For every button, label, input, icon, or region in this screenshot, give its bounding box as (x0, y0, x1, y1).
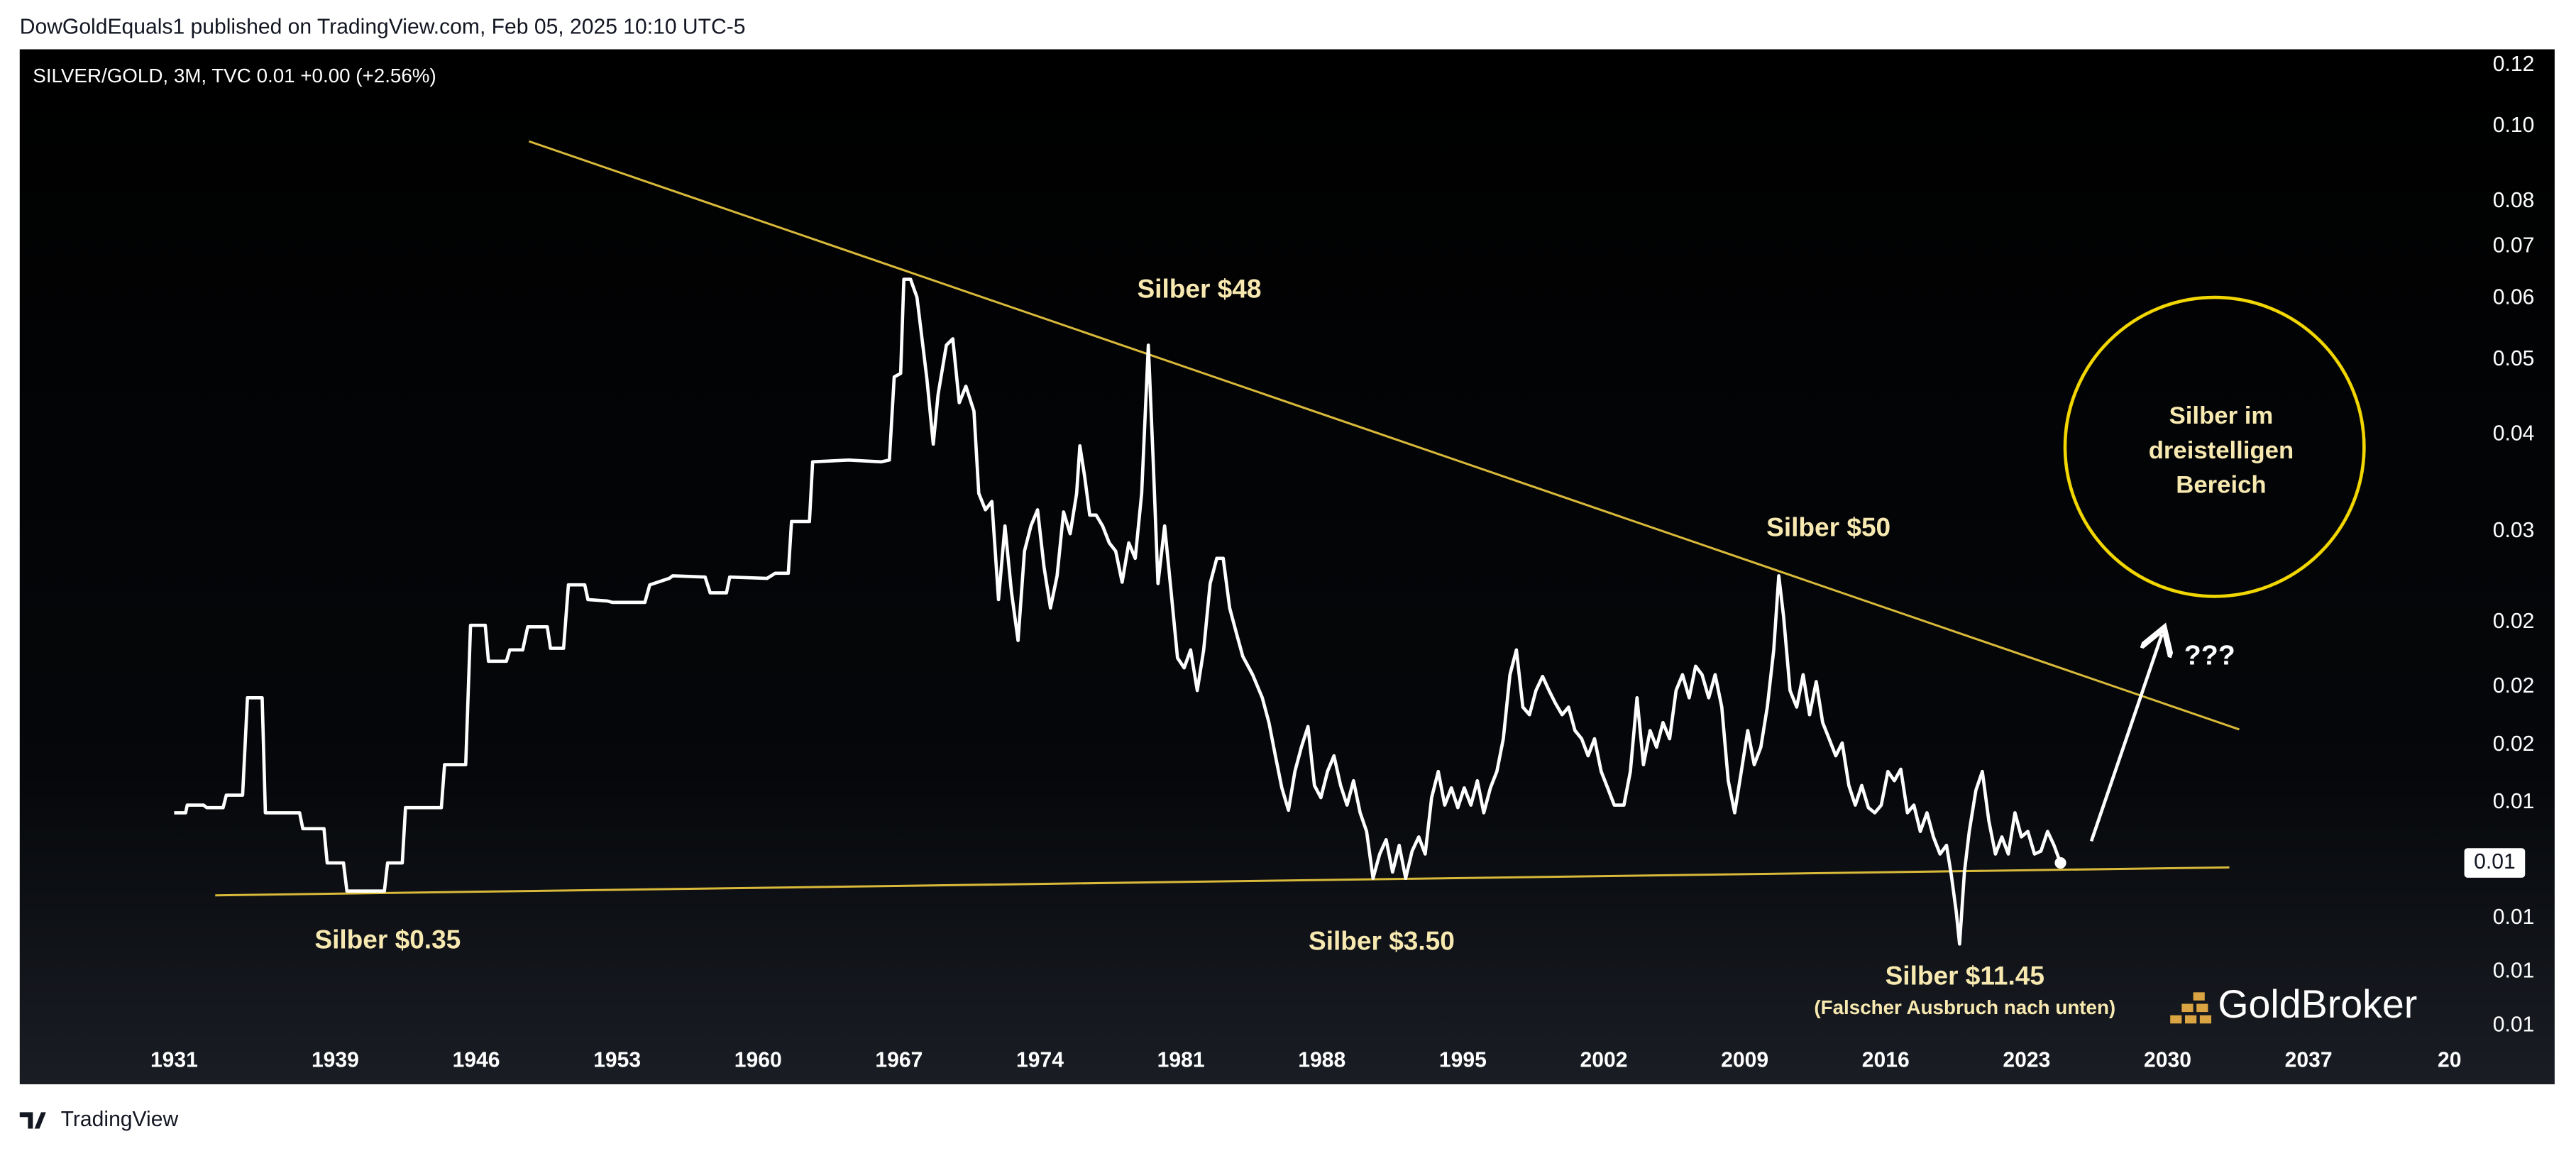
annotation: Silber $48 (1137, 274, 1261, 304)
watermark-icon (2170, 992, 2212, 1024)
x-tick-label: 1995 (1439, 1049, 1487, 1072)
annotation: Silber $11.45 (1886, 960, 2044, 990)
y-tick-label: 0.07 (2493, 233, 2535, 257)
x-tick-label: 1967 (875, 1049, 923, 1072)
x-tick-label: 2002 (1580, 1049, 1628, 1072)
annotation: ??? (2184, 639, 2235, 671)
y-tick-label: 0.12 (2493, 53, 2535, 76)
y-tick-label: 0.01 (2493, 905, 2535, 929)
upper-trendline (528, 140, 2240, 731)
x-tick-label: 1988 (1298, 1049, 1345, 1072)
lower-trendline (215, 866, 2230, 897)
y-tick-label: 0.02 (2493, 610, 2535, 633)
y-tick-label: 0.02 (2493, 732, 2535, 756)
circle-text: Silber im (2169, 402, 2274, 429)
x-tick-label: 2023 (2003, 1049, 2050, 1072)
byline: DowGoldEquals1 published on TradingView.… (20, 15, 746, 38)
y-tick-label: 0.03 (2493, 519, 2535, 542)
y-tick-label: 0.06 (2493, 285, 2535, 309)
y-tick-label: 0.01 (2493, 1013, 2535, 1037)
x-tick-label: 2030 (2144, 1049, 2191, 1072)
annotation: Silber $0.35 (314, 924, 461, 954)
x-tick-label: 1946 (453, 1049, 500, 1072)
x-tick-label: 1931 (150, 1049, 198, 1072)
footer-brand: TradingView (61, 1108, 179, 1131)
chart-title: SILVER/GOLD, 3M, TVC 0.01 +0.00 (+2.56%) (33, 65, 436, 87)
y-tick-label: 0.01 (2493, 959, 2535, 983)
annotation: (Falscher Ausbruch nach unten) (1814, 996, 2115, 1018)
circle-text: dreistelligen (2149, 437, 2294, 464)
annotation: Silber $3.50 (1309, 926, 1455, 956)
x-tick-label: 20 (2438, 1049, 2461, 1072)
x-tick-label: 2009 (1721, 1049, 1768, 1072)
arrow (2089, 634, 2162, 842)
y-tick-label: 0.05 (2493, 347, 2535, 370)
chart-panel (19, 49, 2555, 1084)
annotation: Silber $50 (1766, 512, 1890, 541)
plot-area (174, 277, 2066, 946)
y-tick-label: 0.04 (2493, 422, 2535, 446)
x-tick-label: 1981 (1157, 1049, 1205, 1072)
x-tick-label: 2016 (1862, 1049, 1910, 1072)
last-price-box (2464, 848, 2526, 878)
y-tick-label: 0.10 (2493, 114, 2535, 137)
watermark: GoldBroker (2218, 982, 2417, 1026)
circle-text: Bereich (2176, 471, 2266, 498)
x-tick-label: 1960 (734, 1049, 782, 1072)
last-point (2054, 857, 2066, 869)
price-line (174, 277, 2062, 946)
tradingview-logo (19, 1112, 46, 1129)
y-tick-label: 0.02 (2493, 674, 2535, 698)
y-tick-label: 0.01 (2493, 790, 2535, 813)
x-tick-label: 1974 (1016, 1049, 1064, 1072)
x-tick-label: 1939 (312, 1049, 359, 1072)
last-price-label: 0.01 (2474, 850, 2516, 874)
x-tick-label: 1953 (593, 1049, 641, 1072)
x-tick-label: 2037 (2285, 1049, 2333, 1072)
target-circle (2063, 295, 2366, 598)
y-tick-label: 0.08 (2493, 189, 2535, 212)
